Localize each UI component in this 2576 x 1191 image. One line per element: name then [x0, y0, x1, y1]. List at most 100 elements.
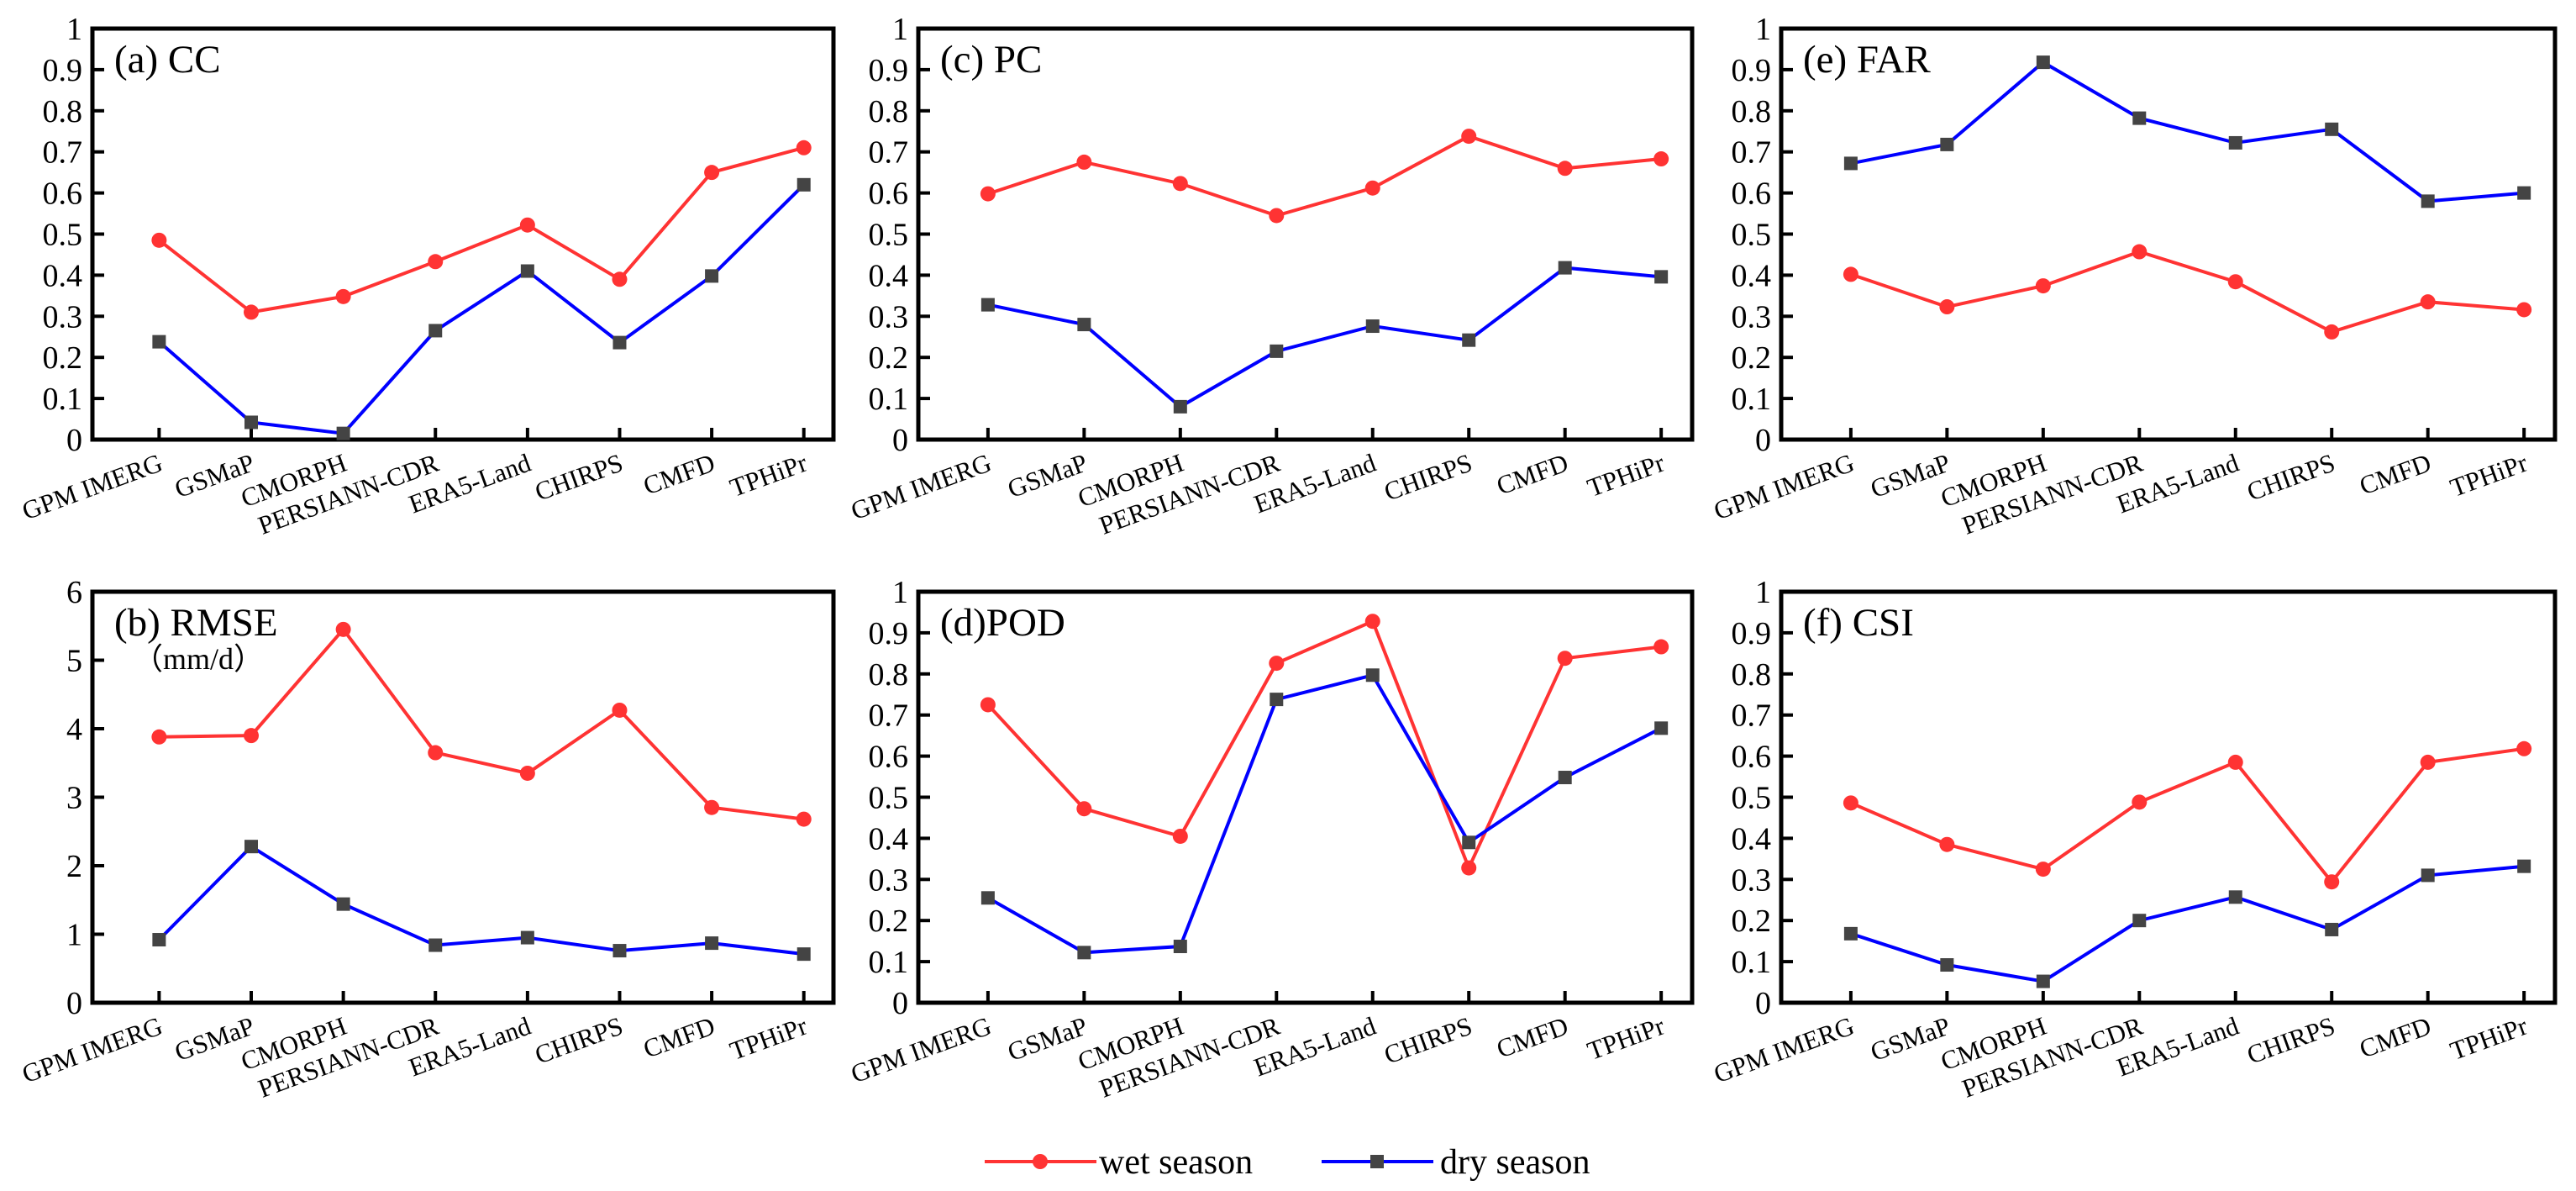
- y-tick-label: 0.4: [869, 258, 909, 293]
- data-point: [244, 415, 258, 429]
- x-tick-label: GPM IMERG: [1710, 1011, 1858, 1089]
- series-dry: [980, 261, 1669, 414]
- y-tick-label: 4: [66, 712, 82, 747]
- panel-title: (c) PC: [940, 38, 1042, 82]
- data-point: [2132, 111, 2147, 125]
- y-tick-label: 0: [892, 986, 908, 1021]
- y-tick-label: 0.4: [869, 821, 909, 856]
- y-tick-label: 0.5: [1732, 781, 1772, 816]
- series-line: [1850, 864, 2525, 983]
- x-tick-label: CMFD: [2356, 448, 2436, 501]
- data-point: [2132, 244, 2148, 260]
- y-tick-label: 0.2: [1732, 904, 1772, 939]
- panel-title: (f) CSI: [1803, 601, 1914, 645]
- data-point: [2132, 914, 2147, 928]
- y-tick-label: 0.1: [1732, 945, 1772, 980]
- data-point: [1939, 836, 1955, 852]
- y-tick-label: 0.6: [869, 740, 909, 775]
- y-tick-label: 0.3: [1732, 299, 1772, 335]
- data-point: [1654, 270, 1669, 284]
- data-point: [1270, 344, 1284, 358]
- data-point: [244, 840, 258, 854]
- y-tick-label: 0: [66, 986, 82, 1021]
- y-tick-label: 0.8: [869, 657, 909, 693]
- y-tick-label: 3: [66, 781, 82, 816]
- data-point: [980, 298, 995, 312]
- data-point: [520, 930, 534, 945]
- y-tick-label: 0.6: [869, 177, 909, 212]
- panel-frame: [1779, 589, 2558, 1005]
- y-tick-label: 0.2: [869, 340, 909, 376]
- data-point: [519, 217, 535, 233]
- y-tick-label: 0.1: [1732, 382, 1772, 417]
- data-point: [1939, 299, 1955, 315]
- y-tick-label: 0.2: [869, 904, 909, 939]
- data-point: [151, 729, 167, 745]
- y-tick-label: 0.4: [1732, 821, 1772, 856]
- data-point: [1270, 693, 1284, 707]
- data-point: [796, 947, 811, 962]
- data-point: [1940, 137, 1954, 151]
- series-line: [987, 266, 1662, 409]
- data-point: [1365, 668, 1380, 682]
- data-point: [1653, 639, 1669, 655]
- series-line: [1850, 60, 2525, 203]
- y-tick-label: 0: [1755, 986, 1771, 1021]
- data-point: [2421, 868, 2435, 883]
- data-point: [428, 745, 444, 761]
- data-point: [2228, 890, 2242, 904]
- x-tick-label: CHIRPS: [1380, 1011, 1476, 1070]
- y-tick-label: 2: [66, 849, 82, 884]
- y-tick-label: 0.1: [43, 382, 83, 417]
- legend-dry-label: dry season: [1440, 1143, 1590, 1182]
- data-point: [428, 254, 444, 270]
- y-tick-label: 0.7: [869, 135, 909, 171]
- data-point: [244, 728, 259, 744]
- panel-frame: [90, 26, 836, 442]
- series-wet: [151, 621, 812, 827]
- series-line: [158, 145, 805, 314]
- data-point: [2324, 874, 2340, 890]
- data-point: [1557, 651, 1573, 667]
- data-point: [1173, 399, 1187, 414]
- data-point: [2420, 294, 2436, 310]
- x-tick-label: CHIRPS: [2243, 1011, 2339, 1070]
- data-point: [704, 165, 720, 181]
- panel-title: (a) CC: [114, 38, 221, 82]
- data-point: [335, 288, 351, 304]
- x-tick-label: TPHiPr: [1584, 1010, 1669, 1066]
- data-point: [1462, 333, 1476, 347]
- data-point: [2325, 122, 2339, 136]
- data-point: [612, 702, 628, 718]
- data-point: [1461, 860, 1477, 876]
- y-tick-label: 0.5: [869, 781, 909, 816]
- series-wet: [1843, 244, 2532, 340]
- series-dry: [152, 177, 811, 440]
- data-point: [1365, 319, 1380, 334]
- y-tick-label: 0.8: [869, 94, 909, 129]
- legend-wet-label: wet season: [1099, 1143, 1253, 1182]
- x-tick-label: GPM IMERG: [18, 448, 166, 526]
- series-dry: [152, 840, 811, 962]
- data-point: [612, 944, 627, 958]
- y-tick-label: 1: [1755, 575, 1771, 610]
- y-tick-label: 1: [892, 575, 908, 610]
- data-point: [2036, 974, 2050, 988]
- x-tick-label: CMFD: [1493, 1011, 1573, 1064]
- x-tick-label: CHIRPS: [531, 448, 627, 507]
- data-point: [2516, 740, 2532, 756]
- data-point: [2421, 194, 2435, 208]
- data-point: [244, 304, 259, 320]
- panel-frame: [1779, 26, 2558, 442]
- y-tick-label: 0.7: [1732, 698, 1772, 734]
- series-line: [159, 626, 804, 821]
- y-tick-label: 5: [66, 644, 82, 679]
- series-line: [987, 134, 1662, 218]
- panel-title: (e) FAR: [1803, 38, 1932, 82]
- data-point: [705, 269, 719, 283]
- data-point: [1076, 801, 1092, 817]
